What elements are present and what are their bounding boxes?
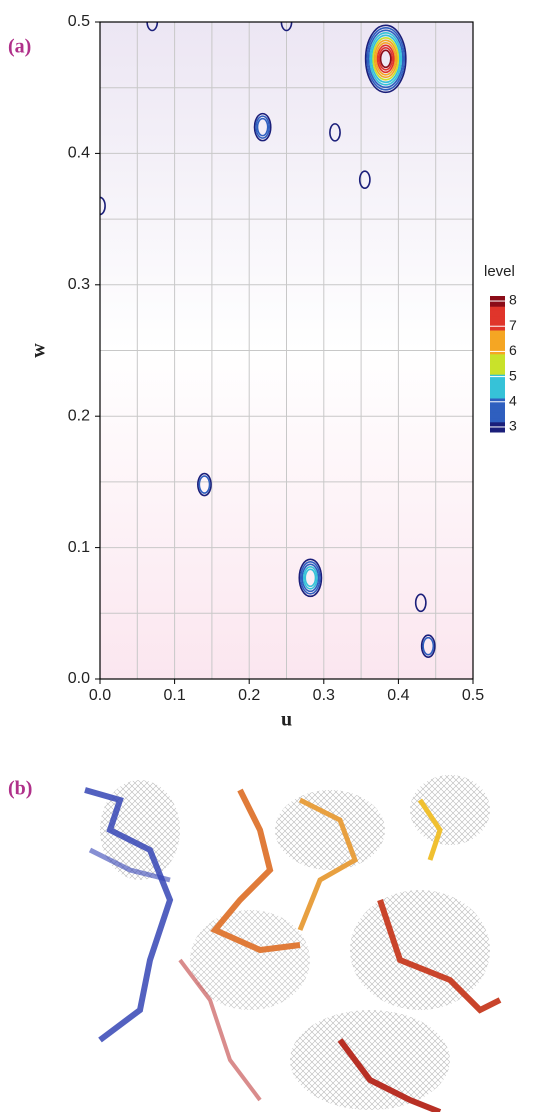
colorbar-segment [490,401,505,406]
contour-ring [302,566,318,590]
colorbar-segment [490,309,505,314]
colorbar-segment [490,387,505,392]
colorbar-segment [490,350,505,355]
contour-ring [253,112,272,142]
contour-ring [146,22,159,32]
structure-image [80,772,510,1115]
colorbar-segment [490,404,505,409]
panel-label: (a) [8,36,31,58]
contour-ring [366,26,406,91]
plot-frame [99,21,474,680]
contour-ring [379,49,392,69]
y-axis-label: w [28,343,50,358]
contour-ring [375,41,397,76]
y-tick-label: 0.0 [68,670,90,687]
colorbar-tick-label: 8 [509,292,517,308]
x-tick-label: 0.3 [313,687,335,704]
colorbar-segment [490,347,505,351]
colorbar-segment [490,394,505,399]
x-tick-label: 0.1 [163,687,185,704]
contour-ring [280,22,293,32]
contour-ring [420,634,436,658]
contour-ring [414,593,427,613]
contour-ring [255,115,271,139]
contour-ring [372,36,400,81]
colorbar-segment [490,381,505,385]
colorbar-segment [490,357,505,362]
colorbar-segment [490,421,505,426]
colorbar-segment [490,336,505,341]
colorbar-segment [490,316,505,321]
colorbar-segment [490,343,505,348]
colorbar-segment [490,418,505,423]
colorbar-segment [490,306,505,311]
x-axis-label: u [281,709,292,731]
contour-ring [422,636,435,656]
contour-ring [299,561,321,595]
colorbar-tick-label: 3 [509,418,517,434]
contour-ring [358,170,371,189]
contour-ring [364,24,407,94]
y-tick-label: 0.3 [68,276,90,293]
contour-ring [198,475,211,494]
colorbar-segment [490,428,505,433]
x-tick-label: 0.4 [387,687,409,704]
colorbar-segment [490,367,505,372]
contour-ring [376,44,395,74]
colorbar-segment [490,340,505,345]
colorbar-segment [490,411,505,416]
colorbar-segment [490,313,505,317]
x-tick-label: 0.0 [89,687,111,704]
y-tick-label: 0.5 [68,13,90,30]
colorbar-segment [490,391,505,396]
contour-ring [304,568,317,588]
panel-label: (b) [8,778,32,800]
contour-ring [329,123,341,142]
contour-ring [378,46,394,71]
contour-ring [197,472,212,497]
y-tick-label: 0.2 [68,407,90,424]
colorbar-tick-label: 5 [509,367,517,383]
colorbar-segment [490,296,505,300]
colorbar-segment [490,333,505,338]
contour-ring [369,31,403,86]
colorbar-segment [490,323,505,328]
colorbar-segment [490,364,505,368]
colorbar-segment [490,415,505,419]
contour-ring [298,558,323,598]
contour-ring [370,34,401,84]
colorbar-segment [490,398,505,402]
colorbar-tick-label: 7 [509,317,517,333]
contour-ring [301,563,320,593]
contour-ring [256,117,269,137]
colorbar-segment [490,384,505,389]
colorbar-segment [490,302,505,307]
colorbar-tick-label: 6 [509,342,517,358]
colorbar-segment [490,330,505,334]
x-tick-label: 0.5 [462,687,484,704]
contour-ring [367,29,404,89]
colorbar-segment [490,408,505,413]
colorbar-title: level [484,263,515,280]
y-tick-label: 0.1 [68,539,90,556]
colorbar-segment [490,370,505,375]
colorbar-segment [490,319,505,324]
colorbar-segment [490,360,505,365]
colorbar-segment [490,353,505,358]
colorbar-segment [490,377,505,382]
x-tick-label: 0.2 [238,687,260,704]
colorbar-segment [490,326,505,331]
colorbar-tick-label: 4 [509,392,517,408]
contour-ring [373,39,398,79]
y-tick-label: 0.4 [68,145,90,162]
